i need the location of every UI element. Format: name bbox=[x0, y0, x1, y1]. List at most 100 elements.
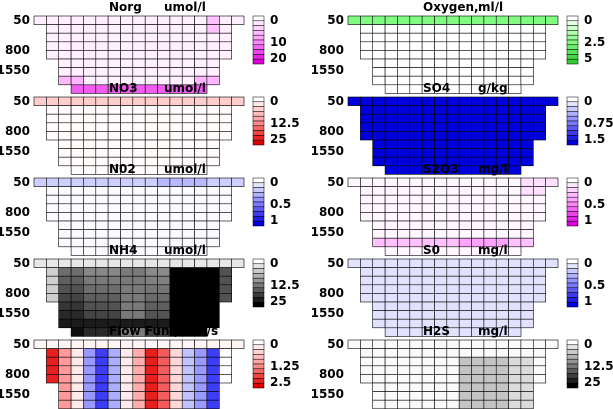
grid-cell bbox=[372, 139, 386, 149]
depth-label-800: 800 bbox=[5, 124, 30, 138]
grid-cell bbox=[70, 177, 84, 187]
grid-cell bbox=[397, 391, 411, 401]
grid-cell bbox=[384, 41, 398, 51]
legend-swatch bbox=[252, 282, 265, 289]
grid-cell bbox=[434, 203, 448, 213]
grid-cell bbox=[169, 203, 183, 213]
grid-cell bbox=[83, 148, 97, 158]
grid-cell bbox=[132, 275, 146, 286]
grid-cell bbox=[95, 365, 109, 375]
grid-cell bbox=[483, 374, 497, 384]
grid-cell bbox=[181, 258, 195, 268]
grid-cell bbox=[372, 399, 386, 409]
grid-cell bbox=[384, 113, 398, 124]
grid-cell bbox=[483, 301, 497, 311]
grid-cell bbox=[206, 399, 220, 409]
grid-cell bbox=[532, 96, 546, 106]
grid-cell bbox=[360, 41, 374, 51]
grid-cell bbox=[181, 194, 195, 205]
grid-cell bbox=[181, 348, 195, 358]
grid-cell bbox=[384, 356, 398, 367]
legend-swatch bbox=[566, 177, 579, 184]
grid-cell bbox=[397, 50, 411, 60]
grid-cell bbox=[144, 293, 158, 303]
grid-cell bbox=[107, 356, 121, 367]
grid-cell bbox=[194, 391, 208, 401]
grid-cell bbox=[95, 84, 109, 94]
grid-cell bbox=[483, 229, 497, 239]
grid-cell bbox=[144, 212, 158, 222]
grid-cell bbox=[194, 284, 208, 294]
grid-cell bbox=[508, 186, 522, 196]
grid-cell bbox=[495, 284, 509, 294]
grid-cell bbox=[520, 186, 534, 196]
grid-cell bbox=[169, 391, 183, 401]
grid-cell bbox=[206, 258, 220, 268]
grid-cell bbox=[58, 212, 72, 222]
grid-cell bbox=[157, 399, 171, 409]
grid-cell bbox=[181, 67, 195, 77]
legend-swatch bbox=[566, 282, 579, 289]
panel-title: N02 bbox=[109, 162, 136, 176]
grid-cell bbox=[458, 113, 472, 124]
grid-cell bbox=[446, 32, 460, 43]
grid-cell bbox=[194, 15, 208, 25]
grid-cell bbox=[144, 382, 158, 392]
grid-cell bbox=[194, 339, 208, 349]
grid-cell bbox=[95, 156, 109, 167]
grid-cell bbox=[372, 212, 386, 222]
grid-cell bbox=[120, 139, 134, 149]
grid-cell bbox=[471, 105, 485, 115]
grid-cell bbox=[144, 96, 158, 106]
grid-cell bbox=[70, 58, 84, 68]
grid-cell bbox=[157, 131, 171, 141]
grid-cell bbox=[421, 96, 435, 106]
grid-cell bbox=[181, 220, 195, 230]
grid-cell bbox=[434, 24, 448, 34]
grid-cell bbox=[95, 148, 109, 158]
grid-cell bbox=[181, 177, 195, 187]
depth-label-800: 800 bbox=[5, 43, 30, 57]
legend-swatch bbox=[566, 115, 579, 122]
grid-cell bbox=[206, 237, 220, 248]
grid-cell bbox=[181, 275, 195, 286]
grid-cell bbox=[120, 32, 134, 43]
grid-cell bbox=[107, 212, 121, 222]
grid-cell bbox=[384, 301, 398, 311]
grid-cell bbox=[107, 267, 121, 277]
grid-cell bbox=[458, 293, 472, 303]
grid-cell bbox=[144, 391, 158, 401]
grid-cell bbox=[95, 24, 109, 34]
grid-cell bbox=[384, 105, 398, 115]
grid-cell bbox=[206, 131, 220, 141]
legend-swatch bbox=[566, 44, 579, 50]
grid-cell bbox=[95, 212, 109, 222]
grid-cell bbox=[434, 194, 448, 205]
grid-cell bbox=[219, 15, 233, 25]
grid-cell bbox=[483, 275, 497, 286]
grid-cell bbox=[397, 237, 411, 248]
grid-cell bbox=[206, 356, 220, 367]
depth-label-1550: 1550 bbox=[311, 306, 344, 320]
legend-label: 12.5 bbox=[584, 359, 613, 373]
grid-cell bbox=[508, 177, 522, 187]
grid-cell bbox=[157, 339, 171, 349]
grid-cell bbox=[397, 24, 411, 34]
grid-cell bbox=[132, 293, 146, 303]
grid-cell bbox=[46, 293, 60, 303]
grid-cell bbox=[397, 318, 411, 329]
grid-cell bbox=[458, 284, 472, 294]
grid-cell bbox=[520, 318, 534, 329]
grid-cell bbox=[194, 24, 208, 34]
grid-cell bbox=[384, 365, 398, 375]
grid-cell bbox=[157, 24, 171, 34]
grid-cell bbox=[508, 374, 522, 384]
grid-cell bbox=[471, 339, 485, 349]
legend-swatch bbox=[252, 201, 265, 208]
grid-cell bbox=[384, 374, 398, 384]
grid-cell bbox=[520, 220, 534, 230]
grid-cell bbox=[58, 32, 72, 43]
grid-cell bbox=[409, 186, 423, 196]
grid-cell bbox=[95, 96, 109, 106]
grid-cell bbox=[107, 122, 121, 132]
